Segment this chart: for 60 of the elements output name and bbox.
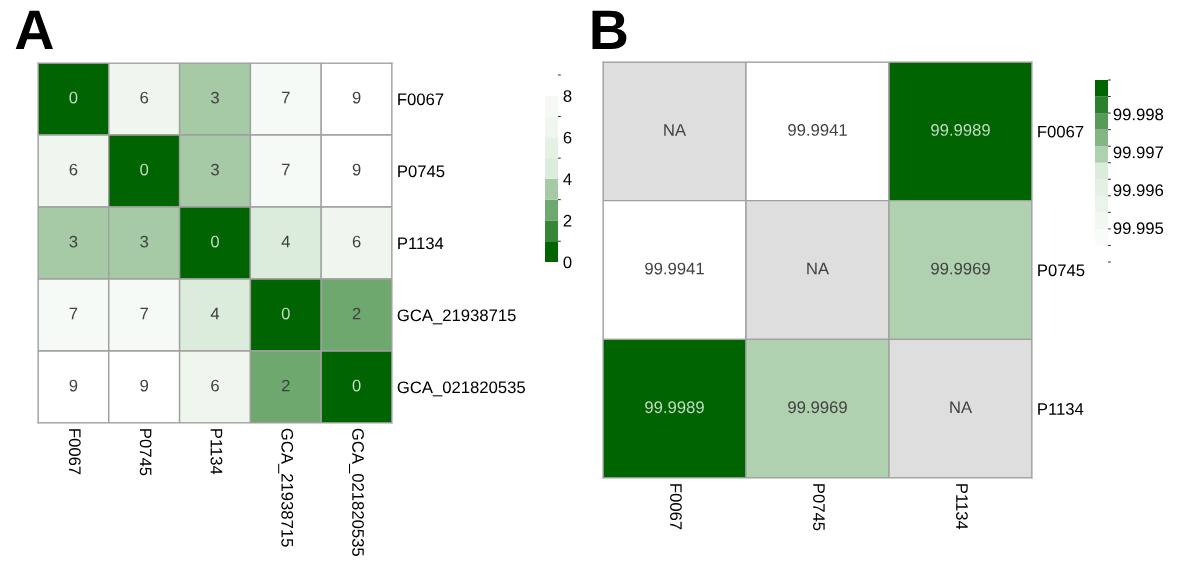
data-label: 99.9989 xyxy=(645,401,704,414)
data-label: 0 xyxy=(140,163,149,176)
color-bar-label: 99.998 xyxy=(1113,108,1164,121)
color-bar-label: 99.995 xyxy=(1113,222,1164,235)
color-bar-label: 0 xyxy=(563,256,572,269)
data-label: 99.9969 xyxy=(788,401,847,414)
color-bar-label: 8 xyxy=(563,90,572,102)
text: NA xyxy=(807,262,830,275)
color-bar-label: 4 xyxy=(563,173,572,185)
data-label: 4 xyxy=(210,307,220,320)
data-label: 0 xyxy=(281,307,290,320)
data-label: 3 xyxy=(211,91,219,104)
data-label: 4 xyxy=(281,235,290,248)
y-tick-label: F0067 xyxy=(398,93,444,106)
data-label: 3 xyxy=(211,163,219,176)
text: NA xyxy=(664,124,687,136)
data-label: 7 xyxy=(282,91,290,104)
data-label: 99.9941 xyxy=(788,124,847,136)
data-label: 7 xyxy=(282,163,290,176)
data-label: 0 xyxy=(69,91,78,104)
x-tick-label: F0067 xyxy=(670,484,682,530)
data-label: 6 xyxy=(352,235,361,248)
x-tick-label: F0067 xyxy=(68,429,81,475)
y-tick-label: P1134 xyxy=(398,237,444,250)
data-label: 0 xyxy=(352,379,361,392)
data-label: 3 xyxy=(69,235,78,248)
data-label: 99.9969 xyxy=(931,262,990,275)
y-tick-label: GCA_021820535 xyxy=(397,381,525,397)
data-label: 6 xyxy=(140,91,149,104)
data-label: 2 xyxy=(352,307,361,320)
x-tick-label: GCA_21938715 xyxy=(278,428,294,547)
data-label: 7 xyxy=(140,307,148,320)
color-bar-label: 6 xyxy=(563,131,572,144)
x-tick-label: P1134 xyxy=(956,484,968,530)
data-label: 7 xyxy=(69,307,78,320)
data-label: 2 xyxy=(282,379,290,392)
x-tick-label: P0745 xyxy=(813,484,825,531)
data-label: 3 xyxy=(140,235,149,248)
data-label: 9 xyxy=(140,379,149,392)
y-tick-label: P0745 xyxy=(398,165,445,178)
x-tick-label: P0745 xyxy=(139,429,152,476)
data-label: 6 xyxy=(69,163,78,176)
data-label: 9 xyxy=(352,163,361,176)
data-label: 9 xyxy=(352,91,361,104)
chart-title: A xyxy=(15,10,53,49)
data-label: 99.9941 xyxy=(645,262,704,275)
data-label: 9 xyxy=(69,379,78,392)
y-tick-label: F0067 xyxy=(1038,125,1084,138)
data-label: 99.9989 xyxy=(931,124,990,136)
y-tick-label: GCA_21938715 xyxy=(397,309,516,325)
color-bar-label: 2 xyxy=(563,214,572,227)
y-tick-label: P0745 xyxy=(1038,264,1085,277)
color-bar-label: 99.996 xyxy=(1113,184,1164,197)
data-label: 6 xyxy=(211,379,219,392)
text: NA xyxy=(950,401,973,413)
data-label: 0 xyxy=(211,235,219,248)
color-bar-label: 99.997 xyxy=(1113,146,1163,159)
chart-title: B xyxy=(592,10,627,49)
y-tick-label: P1134 xyxy=(1038,403,1084,415)
x-tick-label: P1134 xyxy=(210,429,223,475)
